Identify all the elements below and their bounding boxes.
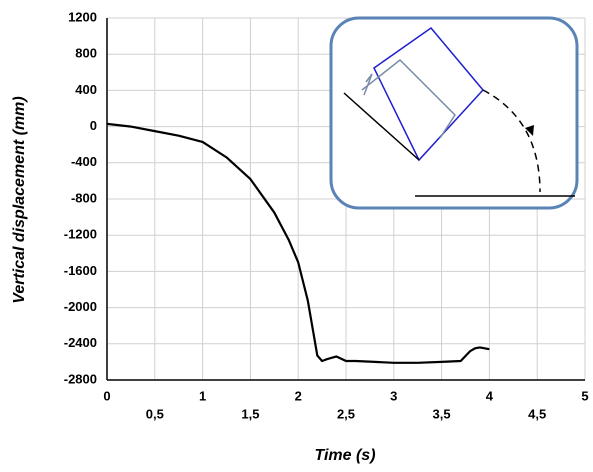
block-edge bbox=[363, 73, 373, 96]
x-tick-label: 2 bbox=[295, 388, 302, 403]
y-tick-label: -800 bbox=[71, 190, 97, 205]
x-tick-label: 3 bbox=[390, 388, 397, 403]
x-tick-label: 5 bbox=[581, 388, 588, 403]
inset-diagram bbox=[329, 16, 579, 210]
y-tick-label: 800 bbox=[75, 46, 97, 61]
y-tick-label: 400 bbox=[75, 82, 97, 97]
x-tick-label: 4,5 bbox=[528, 406, 546, 421]
y-tick-label: -1600 bbox=[64, 263, 97, 278]
x-tick-label: 3,5 bbox=[433, 406, 451, 421]
pivot-line bbox=[343, 92, 420, 161]
data-line bbox=[106, 122, 490, 364]
y-axis-title: Vertical displacement (mm) bbox=[11, 96, 28, 303]
x-tick-label: 2,5 bbox=[337, 406, 355, 421]
trajectory bbox=[482, 89, 541, 193]
y-tick-label: -400 bbox=[71, 154, 97, 169]
y-tick-label: -2000 bbox=[64, 299, 97, 314]
x-tick-label: 0,5 bbox=[146, 406, 164, 421]
x-tick-label: 1,5 bbox=[241, 406, 259, 421]
y-tick-label: -2400 bbox=[64, 335, 97, 350]
y-tick-label: -2800 bbox=[64, 371, 97, 386]
x-tick-label: 4 bbox=[486, 388, 494, 403]
y-tick-label: -1200 bbox=[64, 227, 97, 242]
trajectory-arrow bbox=[525, 125, 534, 136]
y-tick-label: 1200 bbox=[68, 9, 97, 24]
x-tick-label: 0 bbox=[103, 388, 110, 403]
y-tick-label: 0 bbox=[90, 118, 97, 133]
x-tick-label: 1 bbox=[199, 388, 206, 403]
block-shape bbox=[361, 58, 456, 139]
x-axis-title: Time (s) bbox=[314, 447, 375, 464]
